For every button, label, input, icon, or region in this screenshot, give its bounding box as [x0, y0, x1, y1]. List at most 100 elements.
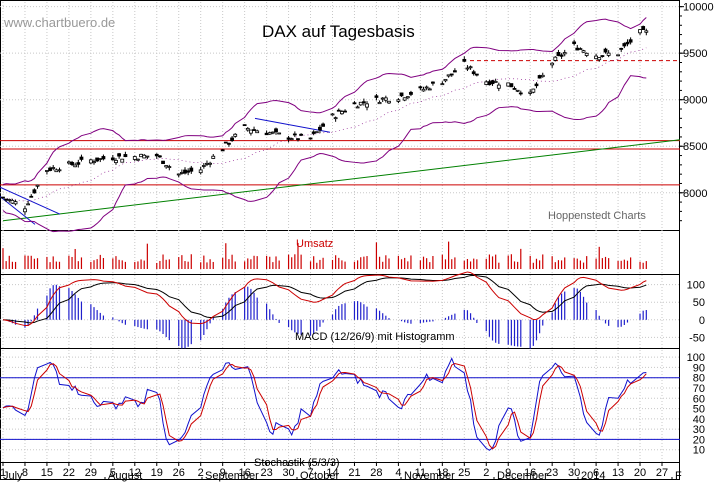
x-tick-label: 14: [326, 467, 338, 479]
candle-body: [255, 130, 260, 134]
candle-body: [424, 86, 429, 89]
bollinger-upper: [2, 17, 647, 185]
x-tick-label: 4: [395, 467, 401, 479]
candle-body: [452, 70, 457, 73]
candle-body: [616, 54, 620, 57]
macd-axis-label: 100: [687, 280, 705, 292]
candle-body: [10, 199, 15, 204]
candle-body: [427, 88, 432, 91]
candle-body: [603, 48, 608, 53]
x-month-label: September: [205, 470, 259, 482]
stochastic-axis-label: 50: [693, 404, 705, 416]
candle-body: [142, 154, 147, 159]
candle-body: [286, 137, 291, 140]
candle-body: [528, 91, 533, 94]
macd-line: [2, 271, 647, 327]
candle-body: [399, 92, 404, 97]
candle-body: [95, 157, 100, 162]
candle-body: [76, 162, 81, 165]
x-tick-label: 28: [370, 467, 382, 479]
macd-axis-label: 0: [699, 315, 705, 327]
candle-body: [321, 123, 325, 127]
candle-body: [377, 102, 382, 105]
stochastic-axis-label: 40: [693, 414, 705, 426]
stochastic-axis-label: 10: [693, 445, 705, 457]
candle-body: [314, 131, 319, 134]
candle-body: [396, 99, 401, 102]
candle-body: [490, 80, 495, 84]
candle-body: [189, 167, 194, 172]
candle-body: [267, 132, 272, 135]
x-tick-label: 12: [129, 467, 141, 479]
x-tick-label: 22: [63, 467, 75, 479]
x-tick-label: 2: [483, 467, 489, 479]
candle-body: [531, 88, 536, 93]
candle-body: [409, 91, 413, 95]
candle-body: [493, 81, 498, 83]
candle-body: [594, 55, 598, 60]
trendline-green: [2, 139, 681, 222]
stochastic-d-line: [2, 362, 647, 450]
x-tick-label: 11: [415, 467, 426, 479]
candle-body: [35, 184, 40, 187]
candle-body: [638, 29, 642, 34]
candle-body: [512, 88, 517, 90]
candle-body: [13, 201, 18, 205]
x-tick-label: 9: [220, 467, 226, 479]
x-tick-label: 7: [307, 467, 313, 479]
candle-body: [98, 158, 103, 160]
candle-body: [518, 92, 523, 95]
x-tick-label: 8: [22, 467, 28, 479]
candle-body: [88, 159, 93, 164]
candle-body: [515, 89, 520, 92]
candle-body: [252, 129, 256, 131]
candle-body: [484, 81, 489, 85]
candle-body: [45, 170, 49, 172]
candle-body: [625, 41, 630, 45]
candle-body: [562, 52, 567, 55]
candle-body: [57, 169, 62, 172]
candle-body: [201, 165, 206, 167]
stochastic-k-line: [2, 357, 647, 451]
candle-body: [289, 138, 294, 141]
candle-body: [465, 67, 470, 70]
candle-body: [644, 30, 649, 33]
candle-body: [23, 208, 27, 213]
x-tick-label: 25: [458, 467, 470, 479]
source-label: Hoppenstedt Charts: [548, 210, 646, 222]
x-tick-label: 20: [634, 467, 646, 479]
candle-body: [198, 169, 203, 174]
candle-body: [123, 154, 128, 158]
candle-body: [352, 102, 357, 105]
candle-body: [374, 95, 379, 98]
candle-body: [343, 110, 347, 113]
price-axis-label: 9500: [683, 48, 707, 60]
candle-body: [277, 132, 282, 135]
candle-body: [7, 199, 12, 201]
x-month-label: 2014: [581, 470, 605, 482]
price-axis-label: 8500: [683, 141, 707, 153]
x-tick-label: 23: [260, 467, 272, 479]
candle-body: [622, 43, 627, 47]
candle-body: [361, 101, 366, 104]
x-tick-label: 2: [198, 467, 204, 479]
x-tick-label: 18: [436, 467, 448, 479]
candle-body: [600, 55, 605, 57]
candle-body: [462, 58, 467, 62]
x-tick-label: 29: [85, 467, 97, 479]
candle-body: [70, 161, 74, 165]
x-tick-label: 19: [151, 467, 163, 479]
candle-body: [446, 74, 451, 77]
candle-body: [26, 203, 31, 206]
macd-axis-label: -50: [689, 332, 705, 344]
trendline-blue: [0, 186, 61, 215]
x-month-label: August: [108, 470, 142, 482]
candle-body: [559, 54, 564, 57]
x-tick-label: 21: [348, 467, 360, 479]
candle-body: [496, 84, 501, 89]
candle-body: [556, 52, 561, 56]
candle-body: [154, 153, 159, 157]
x-month-label: F: [675, 470, 682, 482]
candle-body: [418, 86, 423, 89]
x-tick-label: 9: [505, 467, 511, 479]
